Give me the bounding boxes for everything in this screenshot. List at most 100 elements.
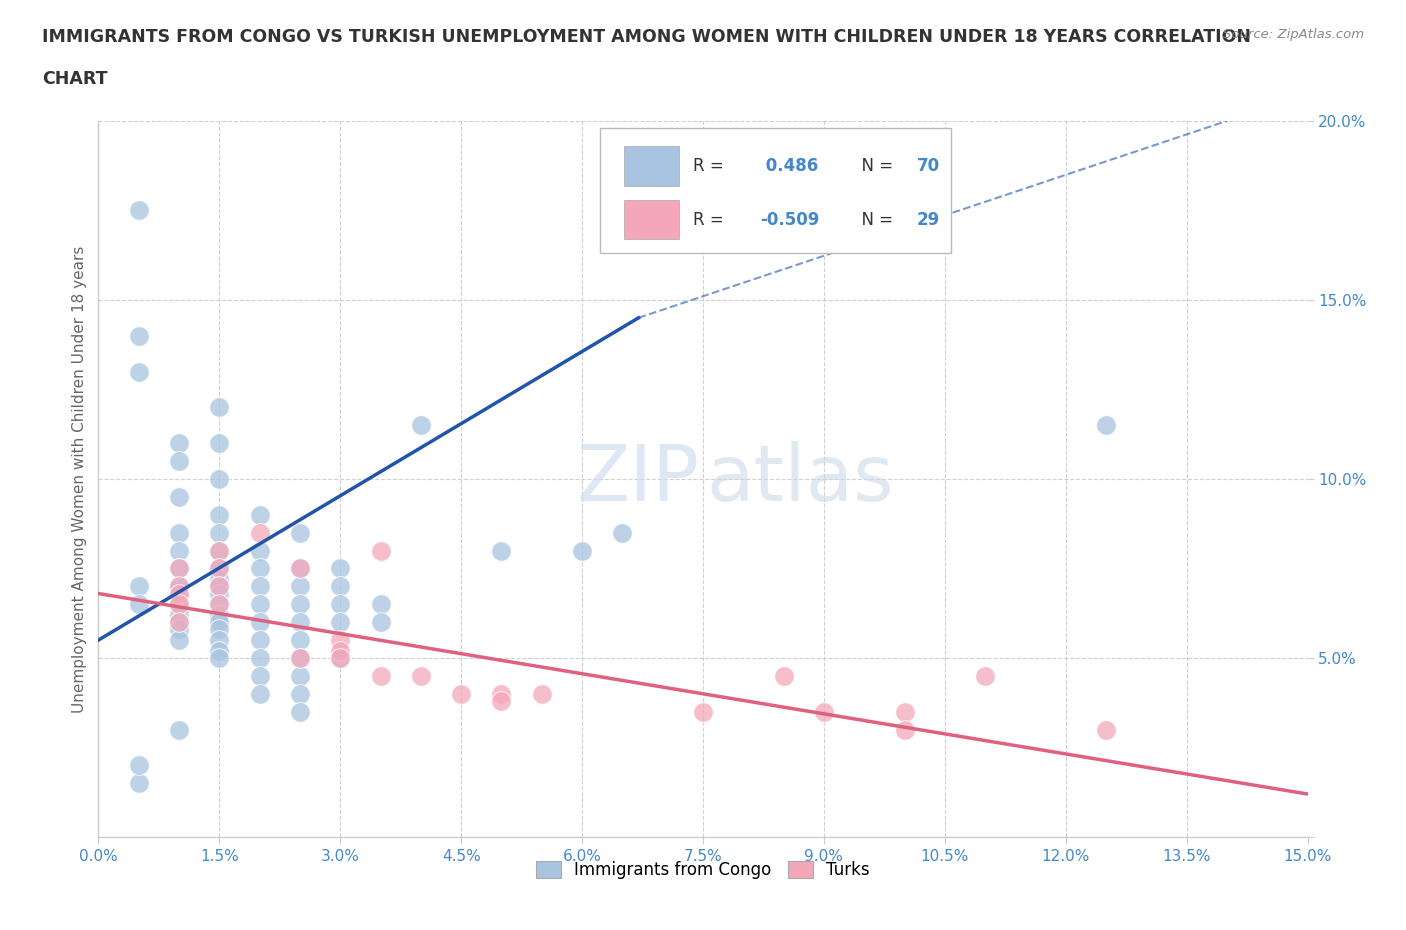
Point xyxy=(128,578,150,594)
Point xyxy=(167,597,190,612)
Point xyxy=(167,454,190,469)
Point xyxy=(409,418,432,432)
Point xyxy=(167,578,190,594)
Point xyxy=(571,543,593,558)
Point xyxy=(370,543,392,558)
Point xyxy=(370,669,392,684)
Point xyxy=(208,543,231,558)
Point xyxy=(208,615,231,630)
Point xyxy=(167,489,190,504)
Point xyxy=(208,508,231,523)
Point xyxy=(208,644,231,658)
Text: 0.486: 0.486 xyxy=(759,157,818,175)
Text: CHART: CHART xyxy=(42,70,108,87)
Point xyxy=(692,704,714,719)
Point xyxy=(167,586,190,601)
Text: -0.509: -0.509 xyxy=(759,211,820,229)
Point xyxy=(249,578,271,594)
Text: R =: R = xyxy=(693,157,730,175)
Point xyxy=(167,578,190,594)
Point xyxy=(208,572,231,587)
Text: N =: N = xyxy=(851,157,898,175)
Point xyxy=(450,686,472,701)
Point xyxy=(167,615,190,630)
Point xyxy=(208,597,231,612)
Point xyxy=(128,328,150,343)
Point xyxy=(530,686,553,701)
Point xyxy=(288,651,311,666)
Point xyxy=(208,435,231,451)
Point xyxy=(288,561,311,576)
Text: 29: 29 xyxy=(917,211,941,229)
Point xyxy=(208,651,231,666)
Point xyxy=(208,578,231,594)
Legend: Immigrants from Congo, Turks: Immigrants from Congo, Turks xyxy=(529,855,877,886)
Y-axis label: Unemployment Among Women with Children Under 18 years: Unemployment Among Women with Children U… xyxy=(72,246,87,712)
Text: 70: 70 xyxy=(917,157,941,175)
Point xyxy=(167,632,190,647)
Point xyxy=(167,435,190,451)
Point xyxy=(167,607,190,622)
Point xyxy=(1095,722,1118,737)
Point xyxy=(288,561,311,576)
Point xyxy=(893,704,915,719)
Point xyxy=(329,632,352,647)
Point xyxy=(288,651,311,666)
Text: IMMIGRANTS FROM CONGO VS TURKISH UNEMPLOYMENT AMONG WOMEN WITH CHILDREN UNDER 18: IMMIGRANTS FROM CONGO VS TURKISH UNEMPLO… xyxy=(42,28,1251,46)
Point xyxy=(288,632,311,647)
Point xyxy=(249,543,271,558)
Point xyxy=(128,776,150,790)
Point xyxy=(128,597,150,612)
Point xyxy=(128,203,150,218)
Point xyxy=(974,669,997,684)
Point xyxy=(249,632,271,647)
Point xyxy=(288,525,311,540)
Point xyxy=(208,578,231,594)
Point xyxy=(208,561,231,576)
Point xyxy=(208,632,231,647)
Text: Source: ZipAtlas.com: Source: ZipAtlas.com xyxy=(1223,28,1364,41)
FancyBboxPatch shape xyxy=(600,128,950,253)
Point xyxy=(128,365,150,379)
Text: R =: R = xyxy=(693,211,730,229)
Point xyxy=(249,615,271,630)
Point xyxy=(772,669,794,684)
Point xyxy=(208,543,231,558)
Point xyxy=(491,543,513,558)
Point xyxy=(329,615,352,630)
Point xyxy=(208,597,231,612)
Text: N =: N = xyxy=(851,211,898,229)
FancyBboxPatch shape xyxy=(624,146,679,186)
Point xyxy=(167,722,190,737)
Point xyxy=(249,686,271,701)
Point xyxy=(288,669,311,684)
Point xyxy=(208,472,231,486)
Point xyxy=(329,578,352,594)
Point xyxy=(329,651,352,666)
Point xyxy=(409,669,432,684)
Point xyxy=(491,686,513,701)
Point xyxy=(370,615,392,630)
Point xyxy=(167,586,190,601)
Point xyxy=(288,597,311,612)
Point xyxy=(249,597,271,612)
Point xyxy=(167,525,190,540)
Point xyxy=(329,651,352,666)
FancyBboxPatch shape xyxy=(624,200,679,239)
Point xyxy=(329,644,352,658)
Point xyxy=(329,561,352,576)
Point xyxy=(167,615,190,630)
Point xyxy=(249,669,271,684)
Point xyxy=(288,686,311,701)
Point xyxy=(128,758,150,773)
Point xyxy=(167,597,190,612)
Point xyxy=(167,543,190,558)
Point xyxy=(288,615,311,630)
Point xyxy=(612,525,634,540)
Point xyxy=(249,561,271,576)
Point xyxy=(491,694,513,709)
Point xyxy=(1095,418,1118,432)
Point xyxy=(208,622,231,637)
Point xyxy=(208,607,231,622)
Point xyxy=(249,508,271,523)
